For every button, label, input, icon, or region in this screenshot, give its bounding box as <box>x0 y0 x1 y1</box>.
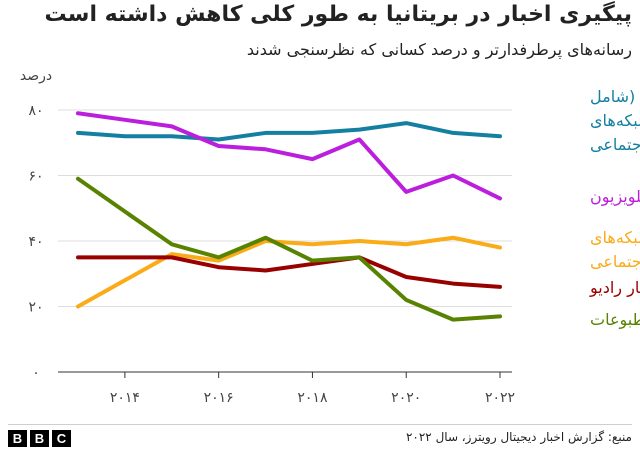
y-tick-label: ۰ <box>32 365 40 381</box>
x-tick-label: ۲۰۱۸ <box>297 390 328 406</box>
bbc-logo: B B C <box>8 430 71 447</box>
x-tick-label: ۲۰۱۴ <box>110 390 140 406</box>
legend-label-4: اخبار رادیو <box>589 278 640 298</box>
legend-label-1: آنلاین (شامل شبکه‌های اجتماعی <box>590 87 640 154</box>
legend-label-2: تلویزیون <box>590 187 640 207</box>
series-line-3 <box>76 235 502 309</box>
series-line-4 <box>76 255 502 289</box>
y-axis-label: درصد <box>20 68 52 84</box>
x-axis: ۲۰۱۴ ۲۰۱۶ ۲۰۱۸ ۲۰۲۰ ۲۰۲۲ <box>110 372 515 406</box>
footer-divider <box>8 424 632 425</box>
y-tick-label: ۶۰ <box>28 169 43 185</box>
y-tick-label: ۲۰ <box>28 300 43 316</box>
chart-subtitle: رسانه‌های پرطرفدارتر و درصد کسانی که نظر… <box>246 40 632 59</box>
line-chart: درصد ۰ ۲۰ ۴۰ ۶۰ ۸۰ ۲۰۱۴ ۲۰۱۶ ۲۰۱۸ ۲۰۲۰ ۲۰۲۲ آنلای… <box>20 68 640 406</box>
series-legend: آنلاین (شامل شبکه‌های اجتماعی تلویزیون شبکه‌… <box>589 87 640 330</box>
legend-label-5: مطبوعات <box>590 310 640 330</box>
legend-line: مطبوعات <box>590 310 640 330</box>
chart-title: پیگیری اخبار در بریتانیا به طور کلی کاهش… <box>44 2 632 27</box>
bbc-logo-letter: B <box>8 430 27 447</box>
series-line-1 <box>76 121 502 142</box>
bbc-logo-letter: C <box>52 430 71 447</box>
legend-line: آنلاین (شامل <box>590 87 640 107</box>
series-line-5 <box>76 176 502 322</box>
legend-line: اخبار رادیو <box>589 278 640 298</box>
y-tick-label: ۴۰ <box>28 234 43 250</box>
legend-line: تلویزیون <box>590 187 640 207</box>
legend-line: شبکه‌های <box>590 228 640 247</box>
x-tick-label: ۲۰۱۶ <box>204 390 234 406</box>
source-note: منبع: گزارش اخبار دیجیتال رویترز، سال ۲۰… <box>405 430 632 444</box>
legend-line: اجتماعی <box>590 252 640 271</box>
legend-label-3: شبکه‌های اجتماعی <box>590 228 640 271</box>
x-tick-label: ۲۰۲۰ <box>391 390 421 406</box>
series-line-2 <box>76 111 502 201</box>
grid-lines <box>58 109 512 373</box>
y-tick-label: ۸۰ <box>28 103 43 119</box>
legend-line: اجتماعی <box>590 135 640 154</box>
y-axis: درصد ۰ ۲۰ ۴۰ ۶۰ ۸۰ <box>20 68 52 381</box>
bbc-logo-letter: B <box>30 430 49 447</box>
x-tick-label: ۲۰۲۲ <box>485 390 515 406</box>
series-lines <box>76 111 502 322</box>
legend-line: شبکه‌های <box>590 111 640 130</box>
